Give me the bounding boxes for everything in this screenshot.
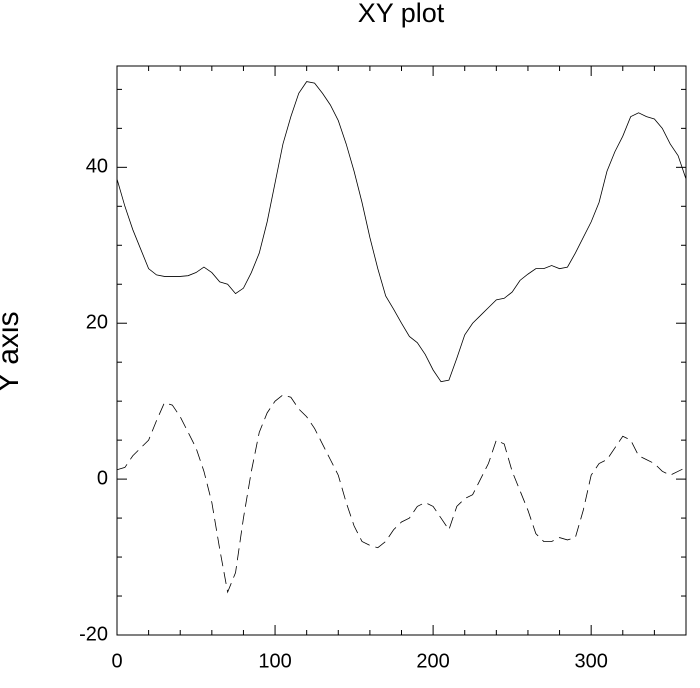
x-tick-label: 100 [258,650,291,672]
series-line [116,81,687,383]
x-tick-label: 300 [574,650,607,672]
y-axis-label: Y axis [0,311,25,392]
y-tick-label: 0 [97,467,108,489]
y-tick-label: 20 [86,312,108,334]
series-line [116,394,687,594]
chart-title: XY plot [358,0,445,28]
plot-frame [116,65,687,636]
x-tick-label: 0 [111,650,122,672]
y-tick-label: -20 [79,623,108,645]
x-tick-label: 200 [416,650,449,672]
y-tick-label: 40 [86,156,108,178]
